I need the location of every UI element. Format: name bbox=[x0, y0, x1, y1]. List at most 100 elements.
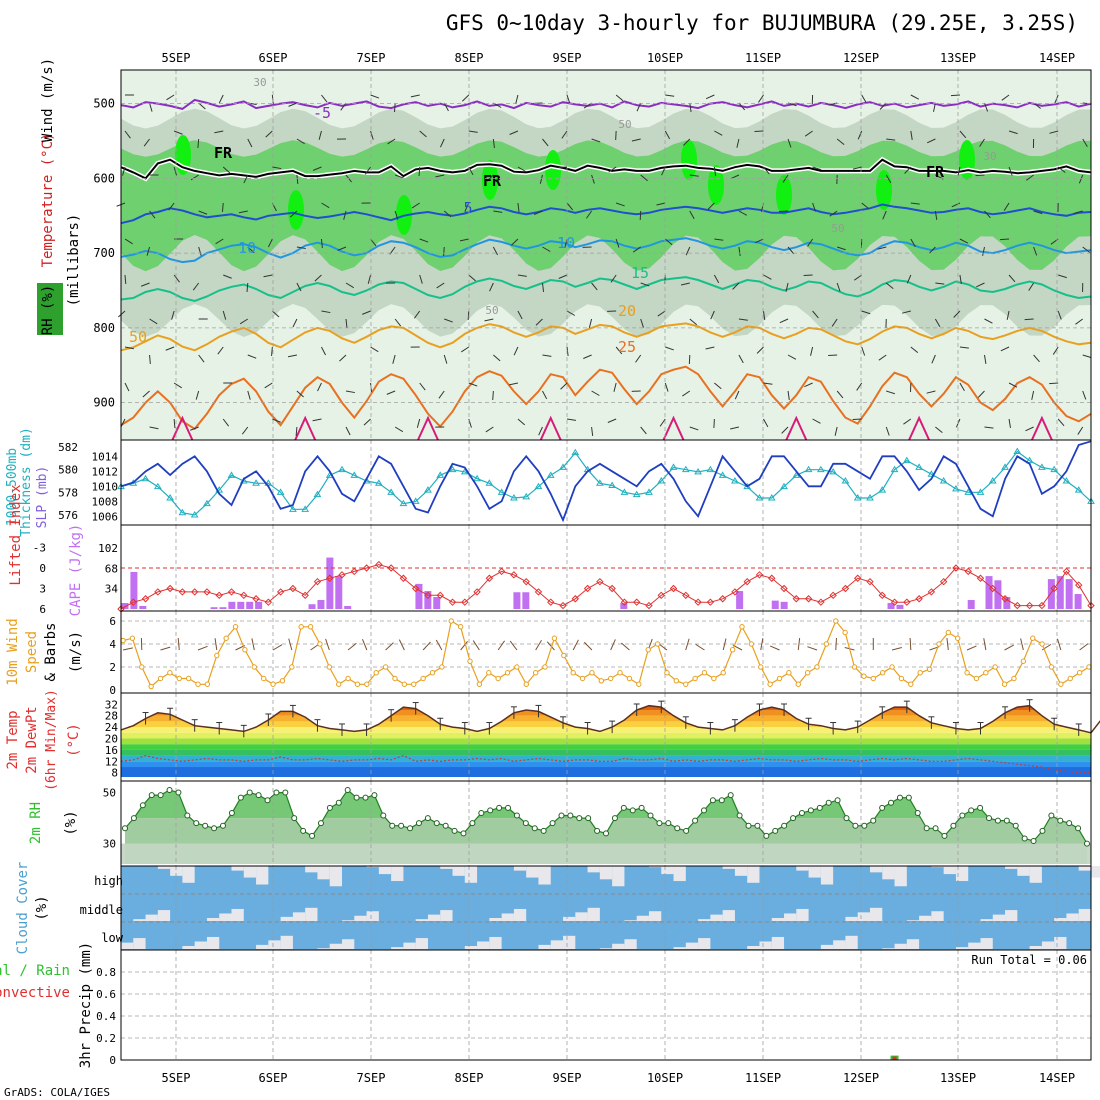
wind10-speed-line bbox=[122, 619, 1090, 688]
wind10-speed-point bbox=[439, 664, 445, 670]
rh2m-point bbox=[1048, 812, 1055, 819]
wind-barb bbox=[241, 426, 249, 435]
thickness-point bbox=[841, 477, 850, 484]
thickness-point bbox=[1025, 456, 1034, 464]
wind10-barb bbox=[797, 638, 801, 651]
wind-barb bbox=[904, 166, 912, 174]
contour-label: 10 bbox=[557, 234, 575, 252]
wind-barb bbox=[321, 310, 331, 314]
temp2m-tick-label: 12 bbox=[105, 755, 118, 768]
precip-tick-label: 0.6 bbox=[96, 988, 116, 1001]
lifted-index-point bbox=[178, 588, 187, 596]
cloud-gap bbox=[612, 943, 625, 949]
cloud-gap bbox=[698, 919, 711, 921]
lifted-index-point bbox=[1087, 601, 1095, 610]
rh2m-point bbox=[772, 827, 779, 834]
wind-barb bbox=[509, 382, 519, 386]
cloud-gap bbox=[1054, 936, 1067, 949]
lifted-index-point bbox=[1001, 595, 1009, 603]
wind-barb bbox=[539, 174, 543, 184]
wind-barb bbox=[732, 282, 740, 290]
date-label-top: 14SEP bbox=[1039, 51, 1075, 65]
thickness-point bbox=[755, 494, 764, 501]
wind-barb bbox=[1082, 138, 1088, 147]
wind-barb bbox=[763, 382, 773, 385]
date-label-top: 7SEP bbox=[357, 51, 386, 65]
lifted-index-point bbox=[497, 567, 506, 576]
lifted-index-point bbox=[841, 584, 850, 593]
wind-barb bbox=[935, 426, 943, 434]
rh2m-point bbox=[309, 832, 316, 839]
wind10-barb bbox=[946, 638, 949, 651]
lifted-index-line bbox=[120, 564, 1092, 610]
thickness-point bbox=[497, 488, 506, 495]
cloud-gap bbox=[734, 866, 748, 876]
thickness-point bbox=[767, 494, 776, 501]
precip-tick-label: 0 bbox=[109, 1054, 116, 1067]
wind-barb bbox=[861, 94, 867, 104]
wind10-speed-point bbox=[879, 670, 886, 676]
wind-barb bbox=[707, 202, 715, 210]
cloud-gap bbox=[906, 920, 920, 921]
wind-barb bbox=[979, 138, 985, 147]
wind10-speed-point bbox=[523, 681, 529, 687]
thickness-point bbox=[1062, 477, 1071, 484]
wind-barb bbox=[345, 390, 355, 394]
wind10-speed-point bbox=[429, 670, 436, 676]
wind-barb bbox=[615, 346, 623, 355]
rh2m-point bbox=[175, 789, 182, 796]
isotherm-5 bbox=[120, 203, 1092, 225]
wind-barb bbox=[542, 138, 549, 147]
wind10-speed-point bbox=[908, 681, 914, 687]
rh-saturated-cell bbox=[545, 150, 561, 190]
precip-total-label: Total / Rain bbox=[0, 963, 70, 979]
thickness-point bbox=[829, 467, 838, 475]
lifted-index-point bbox=[657, 591, 665, 600]
lifted-index-point bbox=[436, 591, 444, 600]
wind-barb bbox=[419, 238, 429, 243]
wind10-barb bbox=[760, 638, 764, 651]
wind-barb bbox=[149, 102, 153, 112]
wind-barb bbox=[713, 166, 717, 176]
lifted-index-point bbox=[890, 598, 899, 606]
lifted-index-point bbox=[559, 601, 567, 610]
wind-barb bbox=[173, 382, 183, 389]
rh2m-point bbox=[620, 804, 627, 811]
li-tick-label: 3 bbox=[39, 583, 46, 596]
wind10-barb bbox=[160, 646, 171, 651]
wind-barb bbox=[321, 202, 330, 209]
cape-tick-label: 34 bbox=[105, 583, 119, 596]
wind-barb bbox=[165, 346, 175, 351]
rh2m-point bbox=[184, 812, 191, 819]
wind-barb bbox=[312, 418, 322, 422]
wind-barb bbox=[217, 346, 224, 355]
wind-barb bbox=[296, 138, 305, 145]
wind-barb bbox=[370, 346, 379, 353]
cloud-gap bbox=[784, 913, 797, 921]
wind-barb bbox=[812, 202, 816, 212]
lifted-index-point bbox=[129, 598, 137, 606]
wind-barb bbox=[459, 238, 469, 242]
thickness-point bbox=[546, 471, 555, 478]
cloud-gap bbox=[685, 942, 699, 949]
wind-barb bbox=[591, 426, 594, 436]
lifted-index-point bbox=[792, 595, 801, 603]
thickness-point bbox=[1013, 447, 1022, 455]
wind10-barb bbox=[695, 643, 705, 651]
cloud-gap bbox=[906, 939, 920, 949]
wind-barb bbox=[953, 310, 961, 318]
cloud-gap bbox=[182, 946, 195, 949]
wind10-barb bbox=[722, 638, 727, 651]
wind-barb bbox=[511, 238, 519, 246]
lifted-index-point bbox=[866, 577, 874, 586]
wind10-tick-label: 4 bbox=[109, 638, 116, 651]
wind-barb bbox=[411, 202, 420, 209]
cape-axis-label: CAPE (J/kg) bbox=[68, 524, 84, 617]
cloud-panel bbox=[121, 866, 1100, 950]
wind-barb bbox=[934, 318, 941, 328]
rh2m-point bbox=[1057, 817, 1064, 824]
rh2m-point bbox=[754, 822, 761, 829]
wind-barb bbox=[370, 238, 377, 247]
wind10-speed-point bbox=[898, 675, 905, 682]
wind-barb bbox=[173, 418, 176, 429]
